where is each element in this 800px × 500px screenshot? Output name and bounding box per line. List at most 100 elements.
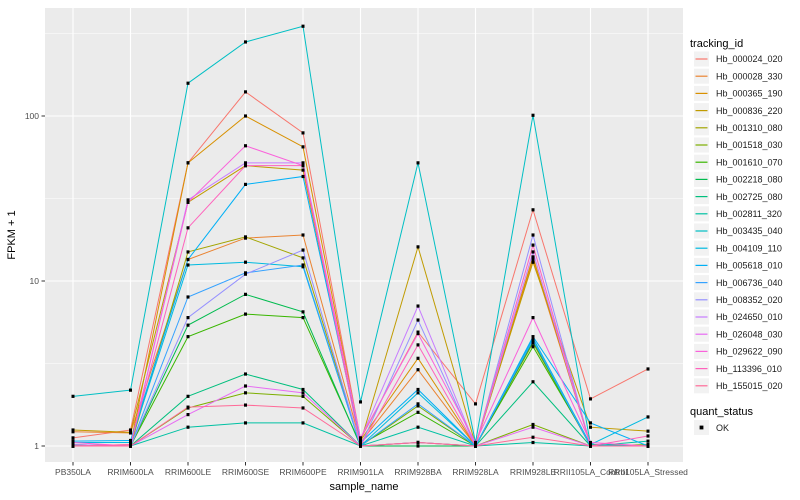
data-point xyxy=(531,260,535,264)
data-point xyxy=(531,440,535,445)
data-point xyxy=(129,440,132,445)
x-tick-label: RRIM928LE xyxy=(510,467,557,477)
legend-item: Hb_000836_220 xyxy=(694,103,783,119)
data-point xyxy=(186,161,190,165)
series-points xyxy=(71,24,650,448)
data-point xyxy=(71,444,75,448)
legend-item-label: Hb_003435_040 xyxy=(716,226,783,236)
data-point xyxy=(646,444,650,448)
x-tick-label: RRIM600PE xyxy=(279,467,327,477)
legend-item: Hb_005618_010 xyxy=(694,257,783,273)
data-point xyxy=(416,245,420,249)
data-point xyxy=(589,444,592,448)
legend-item: Hb_003435_040 xyxy=(694,223,783,239)
x-tick-label: RRIM600LA xyxy=(107,467,154,477)
data-point xyxy=(244,292,247,296)
data-point xyxy=(244,384,247,388)
data-point xyxy=(416,391,420,395)
legend-item-label: Hb_002811_320 xyxy=(716,209,782,219)
data-point xyxy=(244,235,247,239)
data-point xyxy=(71,428,75,432)
data-point xyxy=(531,422,535,427)
data-point xyxy=(71,430,75,434)
data-point xyxy=(301,24,305,28)
data-point xyxy=(416,331,420,336)
legend-item-label: Hb_001518_030 xyxy=(716,140,783,150)
data-point xyxy=(301,168,305,172)
data-point xyxy=(531,341,535,345)
data-point xyxy=(129,388,132,392)
data-point xyxy=(301,174,305,179)
data-point xyxy=(531,257,535,262)
data-point xyxy=(589,421,592,425)
data-point xyxy=(531,380,535,384)
x-tick-label: PB350LA xyxy=(55,467,91,477)
data-point xyxy=(244,260,247,264)
legend-item: Hb_026048_030 xyxy=(694,326,783,342)
x-tick-label: RRII105LA_Control xyxy=(554,467,628,477)
data-point xyxy=(416,444,420,448)
data-point xyxy=(301,161,305,165)
data-point xyxy=(416,425,420,429)
legend-item: Hb_004109_110 xyxy=(694,240,782,256)
legend-item: Hb_000028_330 xyxy=(694,68,783,84)
data-point xyxy=(416,318,420,322)
data-point xyxy=(416,343,420,347)
legend-item-label: Hb_026048_030 xyxy=(716,329,783,339)
data-point xyxy=(244,164,247,168)
data-point xyxy=(646,439,650,443)
data-point xyxy=(531,250,535,254)
data-point xyxy=(301,248,305,252)
legend-title-quant-status: quant_status xyxy=(690,406,753,418)
data-point xyxy=(244,144,247,148)
data-point xyxy=(71,436,75,440)
legend-item: Hb_002725_080 xyxy=(694,189,783,205)
legend-item: Hb_008352_020 xyxy=(694,292,783,308)
y-tick-label: 1 xyxy=(34,441,39,451)
data-point xyxy=(244,90,247,94)
data-point xyxy=(531,339,535,344)
legend-item: Hb_001518_030 xyxy=(694,137,783,153)
data-point xyxy=(129,438,132,443)
data-point xyxy=(71,394,75,398)
data-point xyxy=(301,263,305,267)
data-point xyxy=(646,367,650,371)
y-axis-title: FPKM + 1 xyxy=(6,210,18,259)
data-point xyxy=(301,310,305,314)
legend-item: Hb_024650_010 xyxy=(694,309,783,325)
data-point xyxy=(646,429,650,433)
data-point xyxy=(71,440,75,445)
data-point xyxy=(186,405,190,409)
data-point xyxy=(589,440,592,445)
data-point xyxy=(531,435,535,439)
x-tick-label: RRIM928LA xyxy=(452,467,499,477)
data-point xyxy=(186,335,190,339)
data-point xyxy=(301,391,305,395)
data-point xyxy=(589,425,592,429)
legend-item-label: Hb_000836_220 xyxy=(716,106,783,116)
legend-items: Hb_000024_020 Hb_000028_330 Hb_000365_190 H… xyxy=(694,51,783,394)
data-point xyxy=(646,415,650,419)
legend-item: Hb_002218_080 xyxy=(694,171,783,187)
data-point xyxy=(186,425,190,429)
data-point xyxy=(359,400,362,404)
data-point xyxy=(531,345,535,349)
data-point xyxy=(186,250,190,254)
data-point xyxy=(301,406,305,410)
legend-item: Hb_001610_070 xyxy=(694,154,783,170)
legend-item-label: Hb_155015_020 xyxy=(716,381,783,391)
data-point xyxy=(244,391,247,395)
quant-status-point-icon xyxy=(699,425,704,430)
legend-item-label: Hb_004109_110 xyxy=(716,243,782,253)
x-tick-label: RRIM600LE xyxy=(165,467,212,477)
data-point xyxy=(186,257,190,262)
legend-item-label: Hb_002218_080 xyxy=(716,175,783,185)
legend-item: Hb_000024_020 xyxy=(694,51,783,67)
quant-status-value: OK xyxy=(716,423,729,433)
data-point xyxy=(301,316,305,320)
legend-item-label: Hb_000028_330 xyxy=(716,71,783,81)
legend-item-label: Hb_006736_040 xyxy=(716,278,783,288)
data-point xyxy=(416,368,420,372)
data-point xyxy=(359,444,362,448)
